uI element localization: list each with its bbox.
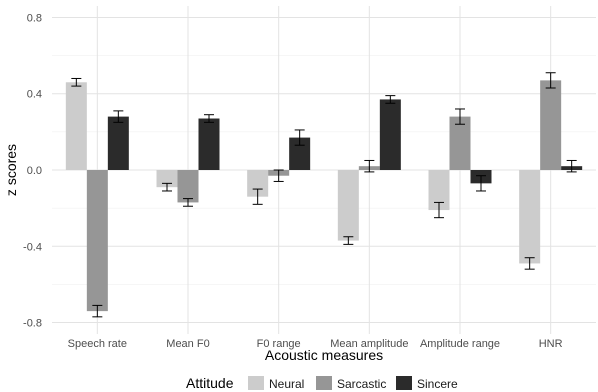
y-tick-label: -0.4 [23, 241, 42, 253]
bar [338, 170, 359, 241]
bar [540, 80, 561, 170]
x-tick-label: Speech rate [68, 338, 127, 350]
x-tick-label: HNR [539, 338, 563, 350]
legend-label: Neural [269, 377, 304, 391]
legend-title: Attitude [186, 375, 234, 391]
y-axis-title: z scores [3, 144, 19, 196]
legend-swatch [396, 376, 412, 390]
x-axis-title: Acoustic measures [265, 347, 383, 363]
legend: Attitude Neural Sarcastic Sincere [186, 375, 458, 391]
legend-items: Neural Sarcastic Sincere [248, 376, 458, 391]
bar [87, 170, 108, 311]
x-tick-label: Mean F0 [166, 338, 209, 350]
legend-swatch [316, 376, 332, 390]
x-tick-label: Amplitude range [420, 338, 500, 350]
bar [199, 119, 220, 170]
bar [66, 82, 87, 170]
legend-label: Sarcastic [337, 377, 386, 391]
y-tick-label: 0.0 [27, 165, 42, 177]
y-tick-label: -0.8 [23, 318, 42, 330]
bar [519, 170, 540, 263]
bar [178, 170, 199, 202]
y-tick-label: 0.4 [27, 89, 42, 101]
bar [380, 99, 401, 170]
legend-label: Sincere [417, 377, 458, 391]
bar [108, 117, 129, 170]
legend-swatch [248, 376, 264, 390]
y-tick-label: 0.8 [27, 12, 42, 24]
